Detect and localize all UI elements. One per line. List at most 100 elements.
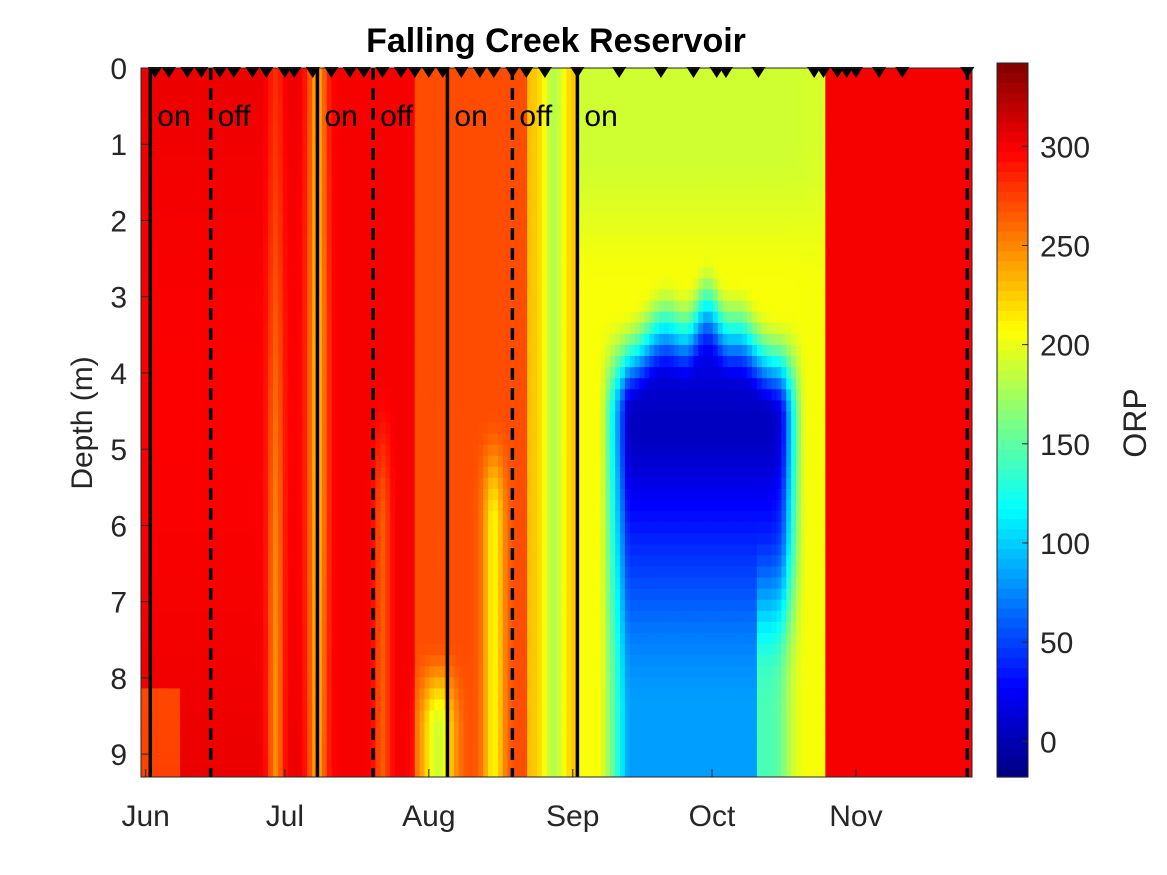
- heatmap-cell: [204, 655, 211, 667]
- heatmap-cell: [341, 322, 347, 335]
- heatmap-cell: [434, 378, 440, 390]
- heatmap-cell: [272, 145, 279, 158]
- heatmap-cell: [453, 311, 460, 324]
- heatmap-cell: [214, 112, 220, 124]
- heatmap-cell: [219, 732, 225, 745]
- heatmap-cell: [346, 134, 352, 147]
- heatmap-cell: [409, 511, 416, 523]
- heatmap-cell: [478, 688, 484, 701]
- heatmap-cell: [517, 212, 523, 224]
- heatmap-cell: [282, 555, 289, 568]
- heatmap-cell: [409, 156, 416, 169]
- heatmap-cell: [414, 344, 421, 357]
- heatmap-cell: [248, 267, 255, 280]
- heatmap-cell: [404, 533, 411, 545]
- heatmap-cell: [263, 112, 269, 124]
- heatmap-cell: [478, 167, 484, 180]
- heatmap-cell: [463, 644, 470, 656]
- heatmap-cell: [204, 344, 211, 357]
- heatmap-cell: [253, 488, 259, 501]
- heatmap-cell: [492, 311, 499, 324]
- heatmap-cell: [517, 732, 523, 745]
- heatmap-cell: [282, 610, 289, 623]
- heatmap-cell: [492, 200, 499, 213]
- heatmap-cell: [502, 123, 509, 136]
- heatmap-cell: [272, 178, 279, 191]
- heatmap-cell: [458, 145, 465, 158]
- heatmap-cell: [180, 212, 186, 224]
- heatmap-cell: [277, 500, 284, 512]
- heatmap-cell: [409, 433, 416, 446]
- heatmap-cell: [488, 599, 494, 612]
- heatmap-cell: [395, 333, 401, 346]
- heatmap-cell: [155, 344, 162, 357]
- heatmap-cell: [473, 765, 479, 777]
- heatmap-cell: [204, 400, 211, 413]
- heatmap-cell: [448, 278, 455, 291]
- heatmap-cell: [175, 178, 181, 191]
- heatmap-cell: [175, 732, 181, 745]
- heatmap-cell: [356, 511, 362, 523]
- heatmap-cell: [150, 544, 157, 557]
- heatmap-cell: [141, 300, 147, 313]
- heatmap-cell: [307, 544, 313, 557]
- heatmap-cell: [439, 710, 445, 723]
- heatmap-cell: [492, 610, 499, 623]
- heatmap-cell: [360, 544, 367, 557]
- heatmap-cell: [400, 710, 406, 723]
- heatmap-cell: [448, 677, 455, 689]
- heatmap-cell: [507, 765, 514, 777]
- heatmap-cell: [478, 123, 484, 136]
- heatmap-cell: [473, 588, 479, 601]
- heatmap-cell: [492, 511, 499, 523]
- heatmap-cell: [463, 577, 470, 590]
- heatmap-cell: [287, 511, 294, 523]
- heatmap-cell: [214, 655, 220, 667]
- heatmap-cell: [404, 632, 411, 645]
- heatmap-cell: [292, 466, 299, 479]
- heatmap-cell: [458, 367, 465, 379]
- heatmap-cell: [248, 234, 255, 246]
- heatmap-cell: [292, 378, 299, 390]
- heatmap-cell: [180, 112, 186, 124]
- heatmap-cell: [160, 577, 167, 590]
- heatmap-cell: [351, 167, 357, 180]
- heatmap-cell: [243, 666, 250, 678]
- heatmap-cell: [297, 488, 303, 501]
- heatmap-cell: [414, 212, 421, 224]
- heatmap-cell: [155, 112, 162, 124]
- heatmap-cell: [492, 577, 499, 590]
- heatmap-cell: [346, 223, 352, 235]
- heatmap-cell: [160, 256, 167, 269]
- heatmap-cell: [233, 644, 240, 656]
- heatmap-cell: [189, 422, 196, 435]
- heatmap-cell: [189, 68, 196, 80]
- heatmap-cell: [492, 300, 499, 313]
- heatmap-cell: [175, 367, 181, 379]
- heatmap-cell: [483, 422, 489, 435]
- heatmap-cell: [385, 311, 391, 324]
- heatmap-cell: [316, 223, 323, 235]
- heatmap-cell: [214, 433, 220, 446]
- heatmap-cell: [258, 488, 264, 501]
- heatmap-cell: [233, 289, 240, 302]
- heatmap-cell: [351, 101, 357, 113]
- heatmap-cell: [439, 677, 445, 689]
- heatmap-cell: [395, 344, 401, 357]
- heatmap-cell: [282, 710, 289, 723]
- heatmap-cell: [414, 400, 421, 413]
- heatmap-cell: [160, 101, 167, 113]
- heatmap-cell: [517, 101, 523, 113]
- heatmap-cell: [316, 632, 323, 645]
- heatmap-cell: [228, 167, 235, 180]
- heatmap-cell: [170, 566, 176, 579]
- heatmap-cell: [409, 123, 416, 136]
- heatmap-cell: [238, 300, 245, 313]
- heatmap-cell: [228, 256, 235, 269]
- heatmap-cell: [184, 500, 191, 512]
- heatmap-cell: [463, 223, 470, 235]
- heatmap-cell: [189, 90, 196, 102]
- heatmap-cell: [390, 156, 396, 169]
- heatmap-cell: [248, 699, 255, 712]
- heatmap-cell: [331, 721, 338, 734]
